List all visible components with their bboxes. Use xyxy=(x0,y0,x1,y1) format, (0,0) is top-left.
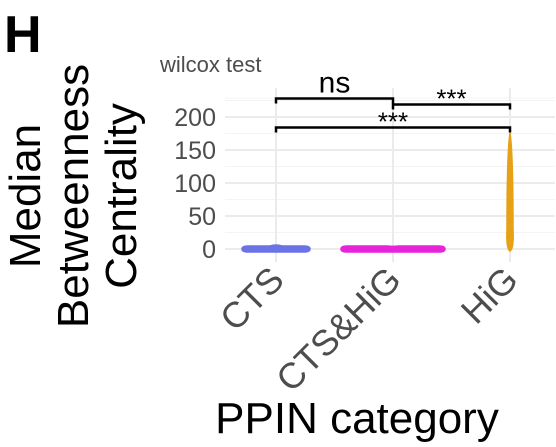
violin-layer xyxy=(241,132,514,253)
y-tick-label: 0 xyxy=(202,236,216,264)
x-tick-label: CTS xyxy=(212,259,292,339)
x-tick-label: CTS&HiG xyxy=(268,259,409,400)
panel-label: H xyxy=(4,6,42,64)
y-axis-label-line: Betweenness xyxy=(49,64,98,328)
significance-layer: ns *** *** xyxy=(274,67,512,137)
y-tick-label: 50 xyxy=(188,203,216,231)
violin-cts-hig xyxy=(340,245,446,253)
significance-bracket xyxy=(274,126,512,133)
y-axis-label-line: Median xyxy=(1,124,50,268)
violin-hig xyxy=(506,132,514,252)
significance-label: *** xyxy=(378,107,408,137)
y-axis-label: Median Betweenness Centrality xyxy=(1,64,146,328)
x-tick-label: HiG xyxy=(453,259,526,332)
chart-subtitle: wilcox test xyxy=(159,52,261,77)
significance-label: *** xyxy=(436,83,466,113)
violin-cts xyxy=(241,244,311,253)
significance-bracket xyxy=(274,97,395,104)
y-tick-label: 150 xyxy=(174,137,216,165)
significance-bracket xyxy=(391,103,512,110)
x-axis-label: PPIN category xyxy=(215,394,499,443)
significance-label: ns xyxy=(319,67,351,100)
y-tick-label: 100 xyxy=(174,170,216,198)
y-tick-labels: 0 50 100 150 200 xyxy=(174,104,216,264)
y-axis-label-line: Centrality xyxy=(97,103,146,289)
y-tick-label: 200 xyxy=(174,104,216,132)
